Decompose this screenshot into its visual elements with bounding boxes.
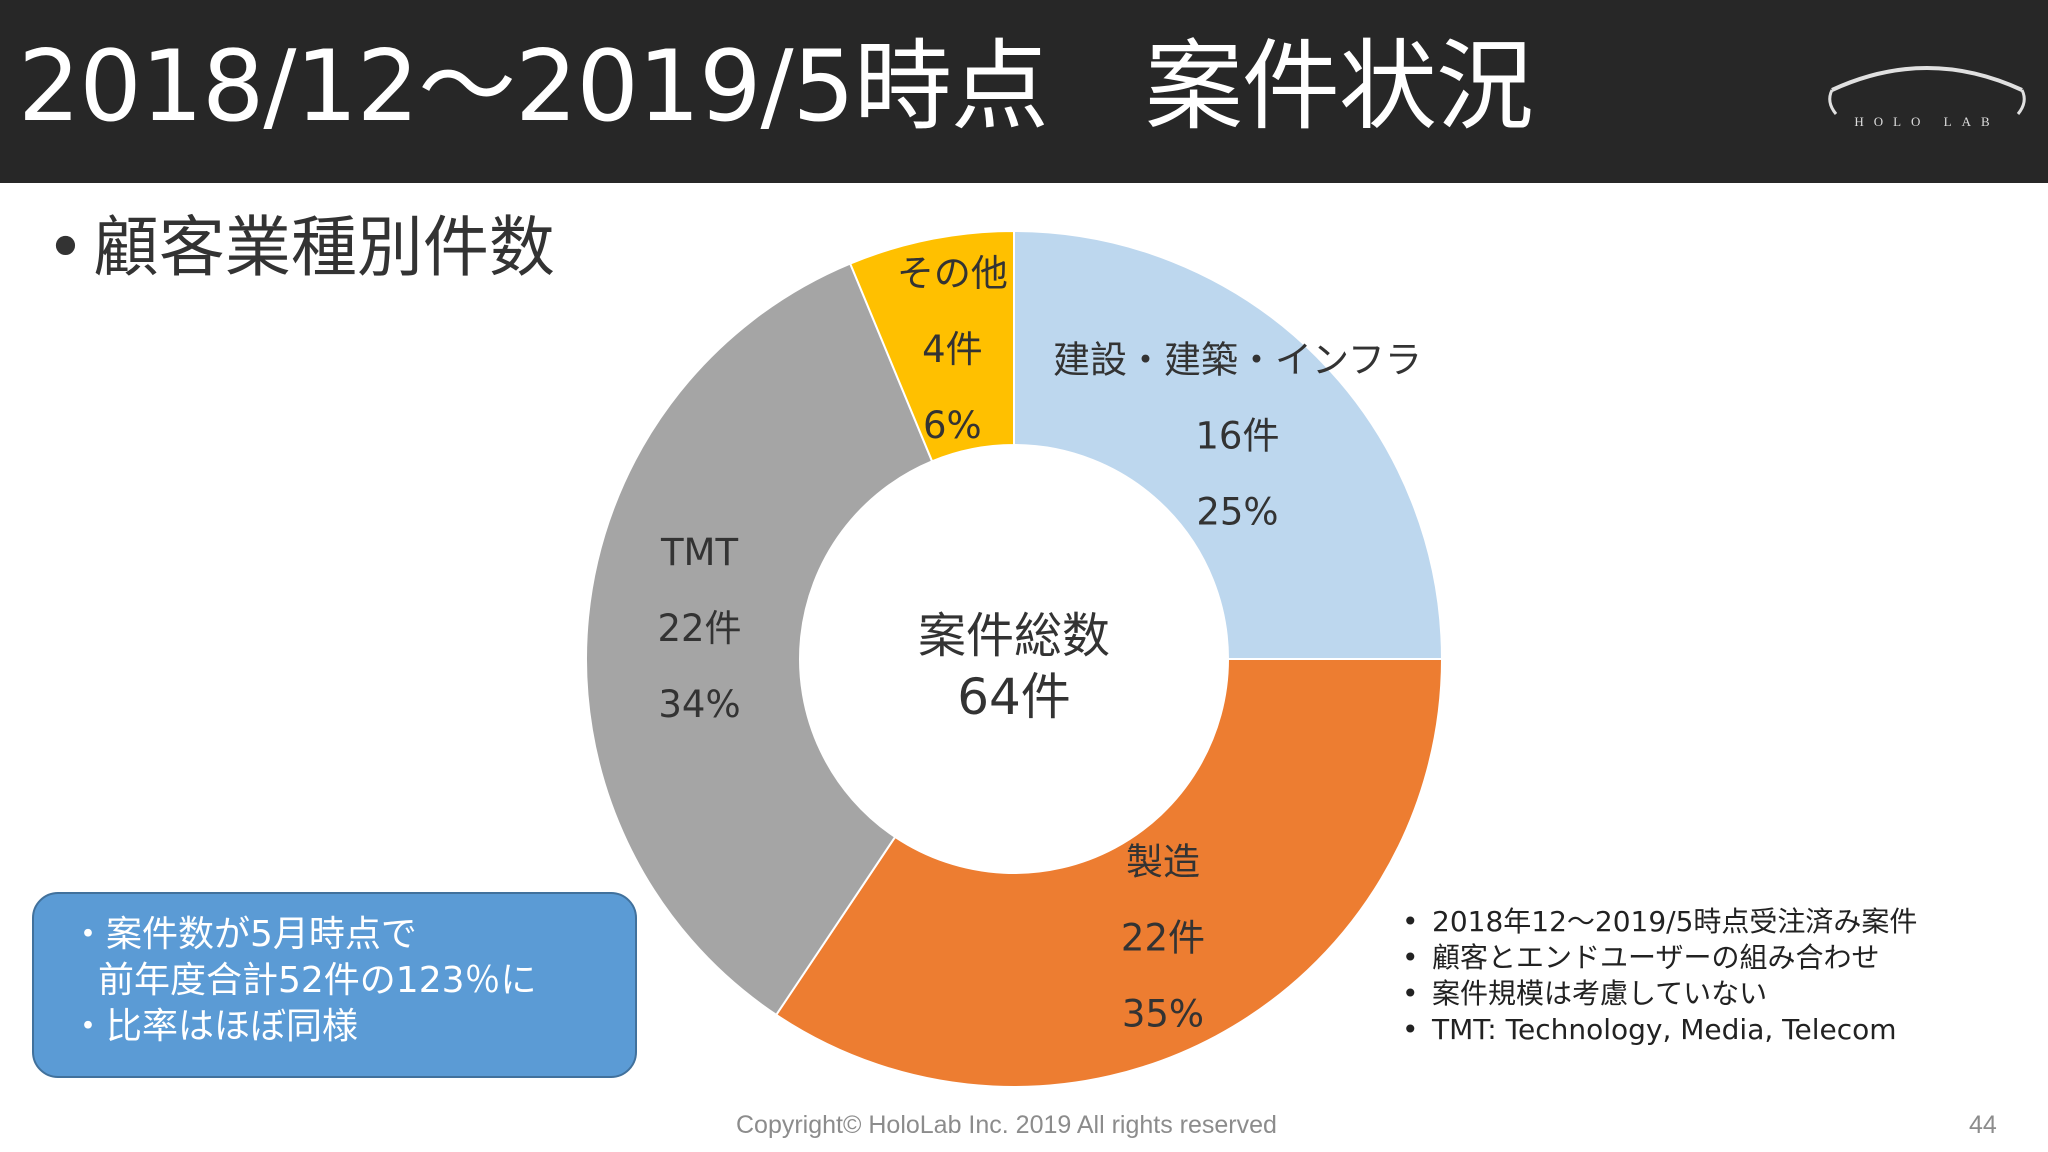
section-heading: • 顧客業種別件数 [46, 205, 555, 291]
section-heading-text: 顧客業種別件数 [92, 209, 555, 286]
slice-label-name: 製造 [1126, 841, 1200, 884]
note-item: 顧客とエンドユーザーの組み合わせ [1402, 940, 1917, 976]
callout-text: 比率はほぼ同様 [106, 1006, 359, 1047]
slice-label-count: 4件 [922, 328, 983, 371]
callout-marker: ・ [70, 914, 107, 955]
notes-list: 2018年12～2019/5時点受注済み案件 顧客とエンドユーザーの組み合わせ … [1402, 904, 1917, 1048]
note-item: 2018年12～2019/5時点受注済み案件 [1402, 904, 1917, 940]
center-label: 案件総数 [918, 608, 1110, 664]
donut-slices [585, 229, 1444, 1088]
callout-text: 案件数が5月時点で [106, 914, 417, 955]
logo-arc [1831, 66, 2023, 92]
slice-label-name: TMT [660, 531, 739, 574]
bullet: • [46, 209, 85, 286]
copyright-footer: Copyright© HoloLab Inc. 2019 All rights … [736, 1111, 1277, 1139]
slice-label-percent: 35% [1122, 993, 1204, 1036]
slice-3 [848, 229, 1015, 463]
slice-2 [585, 262, 934, 1017]
note-item: TMT: Technology, Media, Telecom [1402, 1012, 1917, 1048]
slice-label-percent: 25% [1196, 491, 1278, 534]
slide-title: 2018/12～2019/5時点 案件状況 [18, 30, 1534, 144]
hololab-logo: HOLO LAB [1828, 66, 2026, 129]
page-number: 44 [1969, 1111, 1997, 1139]
summary-callout: ・案件数が5月時点で 前年度合計52件の123％に ・比率はほぼ同様 [32, 892, 637, 1078]
center-value: 64件 [957, 668, 1071, 726]
logo-text: HOLO LAB [1854, 114, 1999, 129]
slice-label-percent: 6% [923, 404, 982, 447]
slice-label-count: 22件 [1121, 917, 1205, 960]
donut-slice-labels: 建設・建築・インフラ 16件 25% 製造 22件 35% TMT 22件 34% その他 4件 6% [657, 252, 1421, 1036]
callout-line: 前年度合計52件の123％に [70, 958, 615, 1004]
note-item: 案件規模は考慮していない [1402, 976, 1917, 1012]
callout-marker: ・ [70, 1006, 107, 1047]
slice-0 [1013, 229, 1444, 660]
title-bar: 2018/12～2019/5時点 案件状況 HOLO LAB [0, 0, 2048, 183]
slice-label-name: 建設・建築・インフラ [1053, 339, 1422, 382]
slice-label-name: その他 [897, 252, 1008, 295]
logo-arc-right [2016, 89, 2026, 115]
slice-label-percent: 34% [658, 683, 740, 726]
callout-text: 前年度合計52件の123％に [98, 960, 537, 1001]
callout-line: ・比率はほぼ同様 [70, 1004, 615, 1050]
slice-label-count: 22件 [657, 607, 741, 650]
callout-line: ・案件数が5月時点で [70, 912, 615, 958]
logo-arc-left [1828, 89, 1838, 115]
slice-1 [774, 658, 1444, 1088]
slice-label-count: 16件 [1195, 415, 1279, 458]
